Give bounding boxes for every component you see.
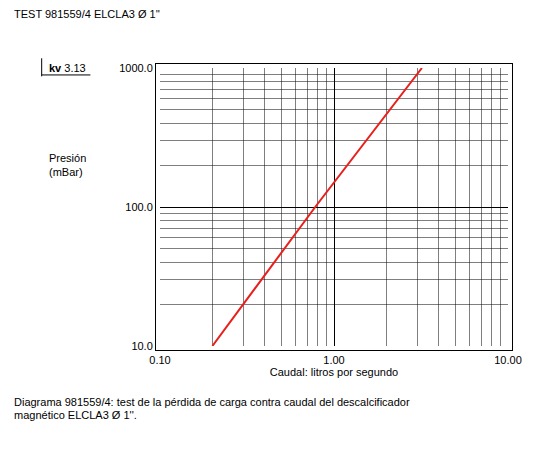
svg-text:100.0: 100.0 [125, 201, 153, 213]
svg-text:1000.0: 1000.0 [119, 62, 153, 74]
html-text:Diagrama 981559/4: test de la: Diagrama 981559/4: test de la pérdida de… [14, 396, 410, 421]
svg-text:1.00: 1.00 [323, 354, 344, 366]
svg-text:10.00: 10.00 [494, 354, 522, 366]
svg-text:Caudal: litros por segundo: Caudal: litros por segundo [270, 366, 398, 378]
svg-text:0.10: 0.10 [149, 354, 170, 366]
svg-text:10.0: 10.0 [131, 340, 152, 352]
svg-text:Presión(mBar): Presión(mBar) [49, 152, 86, 178]
svg-text:kv 3.13: kv 3.13 [49, 62, 86, 74]
svg-text:TEST 981559/4 ELCLA3 Ø 1'': TEST 981559/4 ELCLA3 Ø 1'' [14, 8, 160, 20]
